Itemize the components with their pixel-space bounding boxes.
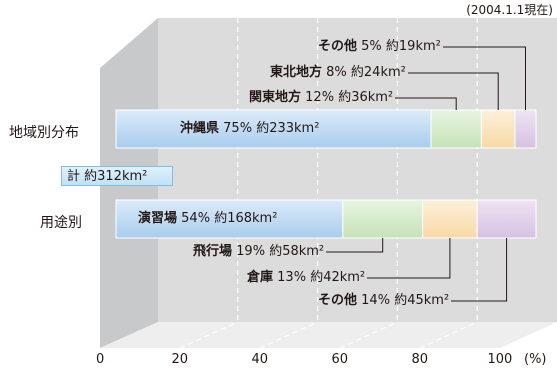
segment-percent: 54%	[177, 211, 215, 226]
segment-label: 演習場 54% 約168km²	[138, 211, 277, 227]
segment-label: 東北地方 8% 約24km²	[270, 65, 406, 81]
segment-area: 約45km²	[394, 293, 450, 308]
segment-percent: 8%	[322, 65, 351, 80]
segment-area: 約24km²	[350, 65, 406, 80]
segment-area: 約58km²	[269, 244, 325, 259]
segment-label: 関東地方 12% 約36km²	[249, 90, 393, 106]
chart-floor	[100, 322, 557, 348]
segment-name: 東北地方	[270, 65, 323, 80]
date-note: (2004.1.1現在)	[466, 3, 553, 17]
x-tick-label: 60	[331, 352, 349, 367]
grid-line-floor	[179, 321, 239, 349]
segment-area: 約36km²	[338, 90, 394, 105]
segment-label: 飛行場 19% 約58km²	[193, 244, 324, 260]
segment-area: 約168km²	[214, 211, 278, 226]
x-tick-label: 0	[96, 352, 105, 367]
leader-line	[367, 238, 451, 279]
x-tick-label: 20	[171, 352, 189, 367]
segment-name: 演習場	[138, 211, 178, 226]
leader-line	[451, 238, 508, 302]
grid-line-floor	[259, 321, 318, 349]
leader-line	[326, 238, 384, 253]
segment-name: 飛行場	[193, 244, 233, 259]
segment-percent: 14%	[357, 293, 395, 308]
bar-segment	[430, 109, 482, 149]
segment-area: 約19km²	[385, 39, 441, 54]
grid-lines	[179, 18, 478, 349]
segment-name: その他	[318, 293, 358, 308]
bar-segment	[422, 199, 478, 239]
bar-segment	[476, 199, 537, 239]
category-label: 用途別	[40, 215, 82, 231]
segment-label: 沖縄県 75% 約233km²	[180, 121, 319, 137]
segment-area: 約42km²	[310, 270, 366, 285]
segment-percent: 19%	[232, 244, 270, 259]
chart-back-wall	[158, 18, 557, 322]
segment-label: その他 14% 約45km²	[318, 293, 449, 309]
x-tick-label: 80	[411, 352, 429, 367]
grid-line-floor	[339, 321, 398, 349]
leader-line	[443, 46, 526, 110]
segment-name: 関東地方	[249, 90, 302, 105]
segment-percent: 5%	[357, 39, 386, 54]
bars-layer	[115, 109, 537, 239]
category-label: 地域別分布	[9, 125, 79, 141]
bar-segment	[514, 109, 537, 149]
segment-name: その他	[318, 39, 358, 54]
x-tick-label: 100	[487, 352, 513, 367]
segment-name: 倉庫	[247, 270, 274, 285]
leader-line	[395, 97, 457, 110]
segment-percent: 12%	[301, 90, 339, 105]
segment-name: 沖縄県	[180, 121, 220, 136]
grid-line-floor	[419, 321, 478, 349]
bar-segment	[480, 109, 516, 149]
bar-segment	[342, 199, 424, 239]
segment-percent: 75%	[219, 121, 257, 136]
segment-label: 倉庫 13% 約42km²	[247, 270, 365, 286]
segment-label: その他 5% 約19km²	[318, 39, 441, 55]
leader-lines	[326, 46, 526, 302]
segment-percent: 13%	[273, 270, 311, 285]
total-label: 計 約312km²	[61, 166, 173, 186]
x-unit-label: (%)	[524, 352, 547, 367]
x-tick-label: 40	[251, 352, 269, 367]
segment-area: 約233km²	[256, 121, 320, 136]
bar-segment	[115, 199, 344, 239]
leader-line	[408, 72, 499, 110]
